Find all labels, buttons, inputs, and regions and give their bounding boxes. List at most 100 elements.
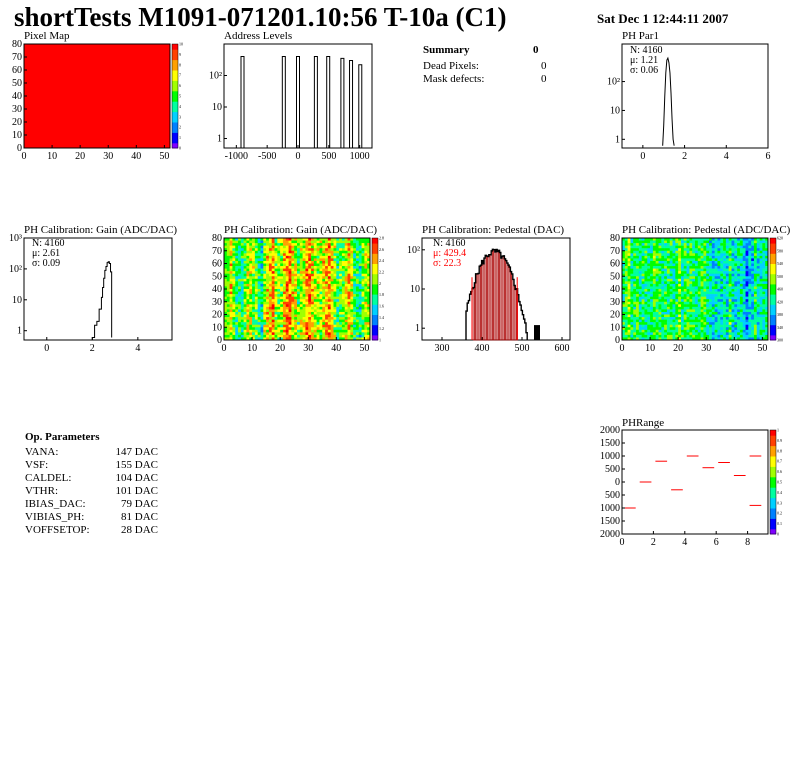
heatmap-cell [297,283,301,287]
heatmap-cell [678,240,682,244]
heatmap-cell [224,289,228,292]
heatmap-cell [742,311,746,315]
heatmap-cell [700,306,704,310]
heatmap-cell [271,324,275,328]
heatmap-cell [224,243,228,246]
heatmap-cell [765,240,769,244]
heatmap-cell [745,329,749,333]
heatmap-cell [725,337,729,341]
heatmap-cell [725,324,729,328]
heatmap-cell [680,322,685,325]
heatmap-cell [669,329,673,333]
heatmap-cell [703,245,707,249]
heatmap-cell [680,311,685,315]
heatmap-cell [302,268,306,272]
heatmap-cell [336,322,340,325]
heatmap-cell [274,319,278,323]
heatmap-cell [246,248,250,252]
heatmap-cell [361,255,365,259]
heatmap-cell [692,329,696,333]
x-tick-label: 20 [275,343,285,354]
heatmap-cell [723,304,727,308]
heatmap-cell [249,337,253,341]
heatmap-cell [678,286,682,290]
heatmap-cell [316,296,320,300]
heatmap-cell [316,243,320,246]
heatmap-cell [686,314,690,318]
heatmap-cell [723,296,727,300]
heatmap-cell [700,291,704,295]
heatmap-cell [734,258,738,262]
heatmap-cell [235,286,239,290]
heatmap-cell [731,273,735,277]
y-tick-label: 80 [212,233,222,244]
heatmap-cell [745,296,749,300]
heatmap-cell [319,263,323,267]
heatmap-cell [266,329,270,333]
heatmap-cell [737,309,741,313]
heatmap-cell [367,260,371,264]
heatmap-cell [229,317,233,320]
heatmap-cell [361,276,365,280]
heatmap-cell [336,258,340,262]
heatmap-cell [327,243,331,246]
heatmap-cell [680,253,685,257]
heatmap-cell [254,327,258,331]
heatmap-cell [347,271,351,274]
heatmap-cell [361,283,365,287]
heatmap-cell [638,296,642,300]
heatmap-cell [765,258,769,262]
heatmap-cell [731,260,735,264]
heatmap-cell [229,299,233,303]
heatmap-cell [232,334,236,338]
heatmap-cell [353,337,357,341]
heatmap-cell [669,245,673,249]
heatmap-cell [655,276,659,280]
heatmap-cell [322,243,326,246]
heatmap-cell [327,301,331,305]
heatmap-cell [311,278,315,282]
heatmap-cell [666,304,671,308]
heatmap-cell [742,324,746,328]
heatmap-cell [325,286,329,290]
heatmap-cell [274,255,278,259]
heatmap-cell [355,299,360,303]
heatmap-cell [311,245,315,249]
heatmap-cell [341,273,346,277]
heatmap-cell [282,334,287,338]
heatmap-cell [692,260,696,264]
heatmap-cell [260,327,264,331]
heatmap-cell [252,319,256,323]
heatmap-cell [288,327,292,331]
heatmap-cell [344,319,348,323]
heatmap-cell [294,324,298,328]
heatmap-cell [666,332,671,336]
heatmap-cell [257,283,261,287]
heatmap-cell [238,332,242,336]
heatmap-cell [282,329,287,333]
heatmap-cell [266,273,270,277]
heatmap-cell [666,322,671,325]
heatmap-cell [765,327,769,331]
heatmap-cell [232,317,236,320]
heatmap-cell [664,238,668,241]
heatmap-cell [650,245,654,249]
heatmap-cell [344,260,348,264]
heatmap-cell [700,250,704,254]
heatmap-cell [229,309,233,313]
heatmap-cell [703,319,707,323]
heatmap-cell [728,327,732,331]
heatmap-cell [277,299,281,303]
heatmap-cell [751,332,755,336]
heatmap-cell [240,322,244,325]
heatmap-cell [263,258,267,262]
heatmap-cell [644,329,648,333]
heatmap-cell [252,266,256,269]
heatmap-cell [240,283,244,287]
heatmap-cell [664,245,668,249]
heatmap-cell [299,283,303,287]
heatmap-cell [700,334,704,338]
palette-cell [372,248,378,254]
heatmap-cell [622,258,626,262]
heatmap-cell [622,276,626,280]
